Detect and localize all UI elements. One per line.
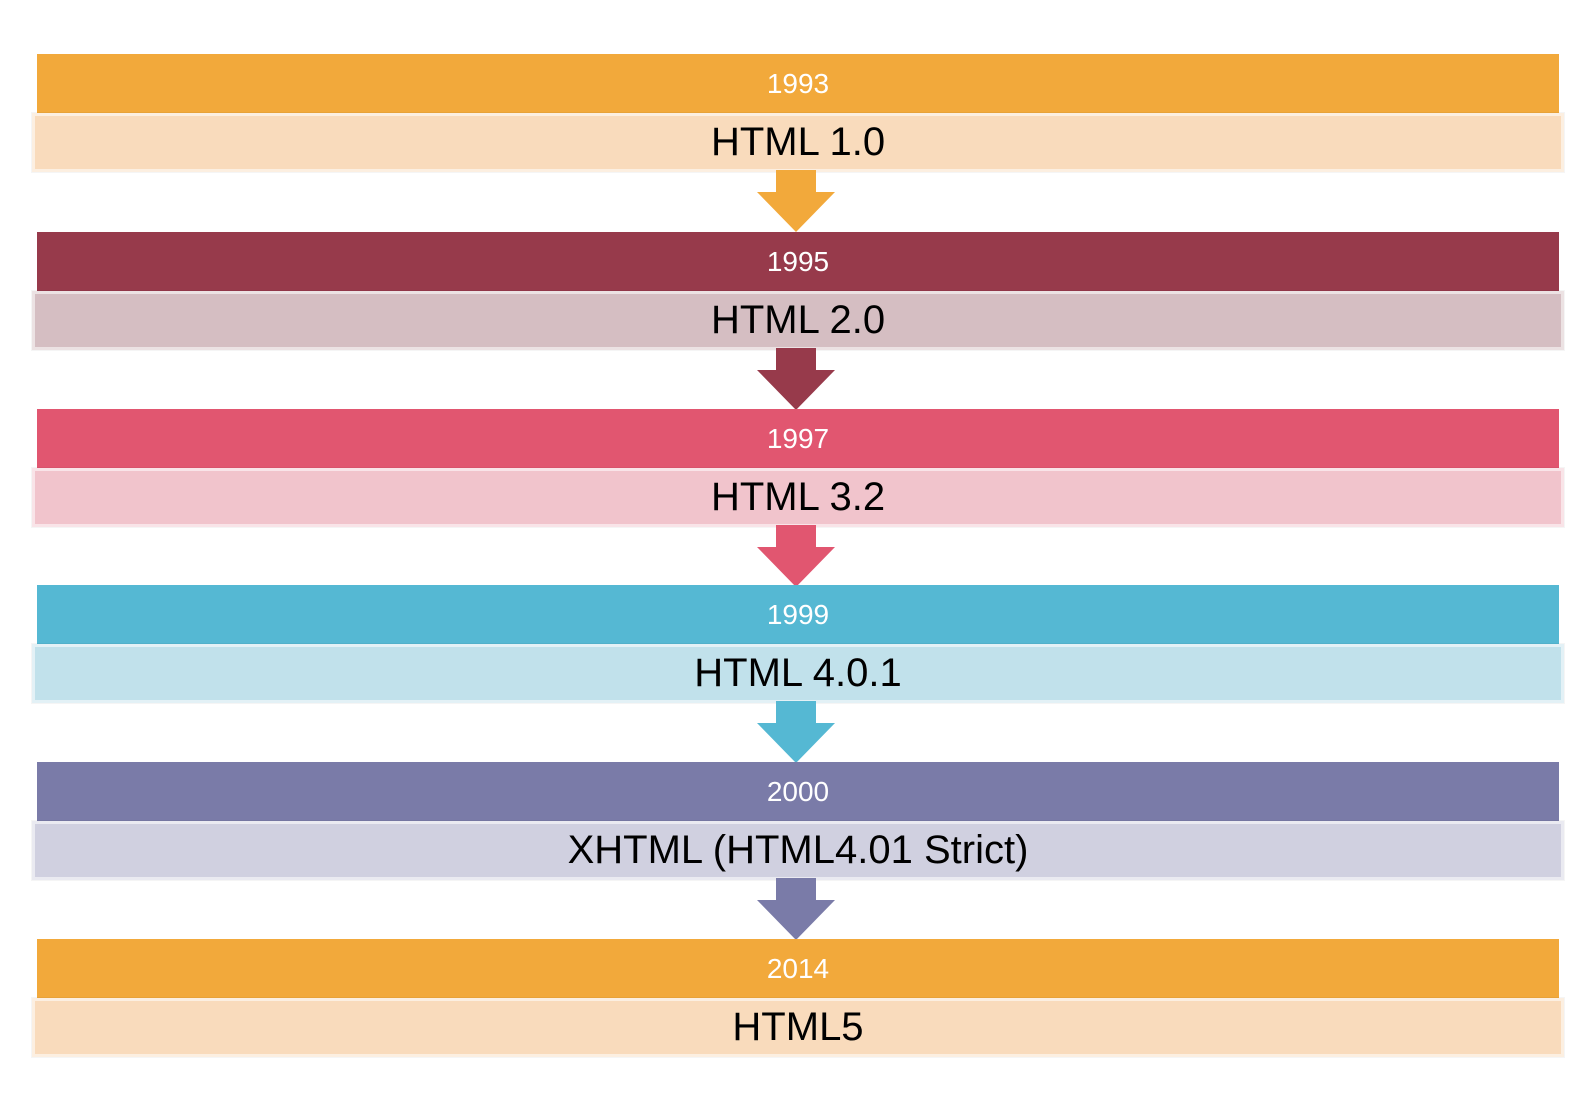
year-bar: 2000 xyxy=(37,762,1559,822)
timeline-stage-1993: 1993 HTML 1.0 xyxy=(0,54,1592,172)
version-box: XHTML (HTML4.01 Strict) xyxy=(32,821,1564,880)
year-bar: 1993 xyxy=(37,54,1559,114)
year-bar: 1999 xyxy=(37,585,1559,645)
version-box: HTML 4.0.1 xyxy=(32,644,1564,703)
timeline-stage-2014: 2014 HTML5 xyxy=(0,939,1592,1057)
version-box: HTML 1.0 xyxy=(32,113,1564,172)
timeline-stage-1999: 1999 HTML 4.0.1 xyxy=(0,585,1592,703)
timeline-stage-1995: 1995 HTML 2.0 xyxy=(0,232,1592,350)
down-arrow-icon xyxy=(757,170,835,232)
version-box: HTML 3.2 xyxy=(32,468,1564,527)
timeline-stage-2000: 2000 XHTML (HTML4.01 Strict) xyxy=(0,762,1592,880)
year-bar: 1997 xyxy=(37,409,1559,469)
timeline-stage-1997: 1997 HTML 3.2 xyxy=(0,409,1592,527)
down-arrow-icon xyxy=(757,348,835,410)
year-bar: 2014 xyxy=(37,939,1559,999)
down-arrow-icon xyxy=(757,878,835,940)
year-bar: 1995 xyxy=(37,232,1559,292)
version-box: HTML 2.0 xyxy=(32,291,1564,350)
version-box: HTML5 xyxy=(32,998,1564,1057)
down-arrow-icon xyxy=(757,525,835,587)
down-arrow-icon xyxy=(757,701,835,763)
